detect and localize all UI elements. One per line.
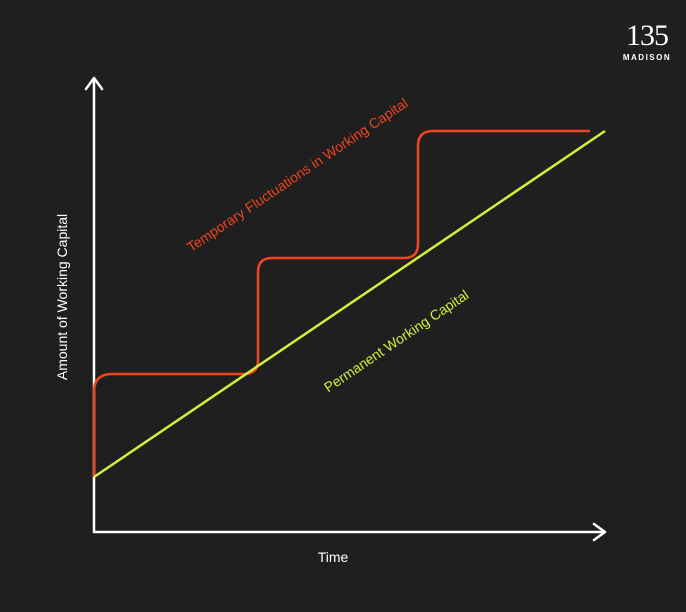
x-axis-label: Time <box>318 549 349 565</box>
permanent-line <box>93 129 606 479</box>
y-arrow <box>84 76 104 91</box>
logo-name: MADISON <box>623 53 671 62</box>
axes <box>84 76 607 542</box>
axis-lines <box>92 78 606 534</box>
y-axis-label: Amount of Working Capital <box>54 214 70 380</box>
temporary-curve <box>92 129 590 477</box>
x-arrow <box>592 522 607 542</box>
logo-number: 135 <box>626 19 668 52</box>
